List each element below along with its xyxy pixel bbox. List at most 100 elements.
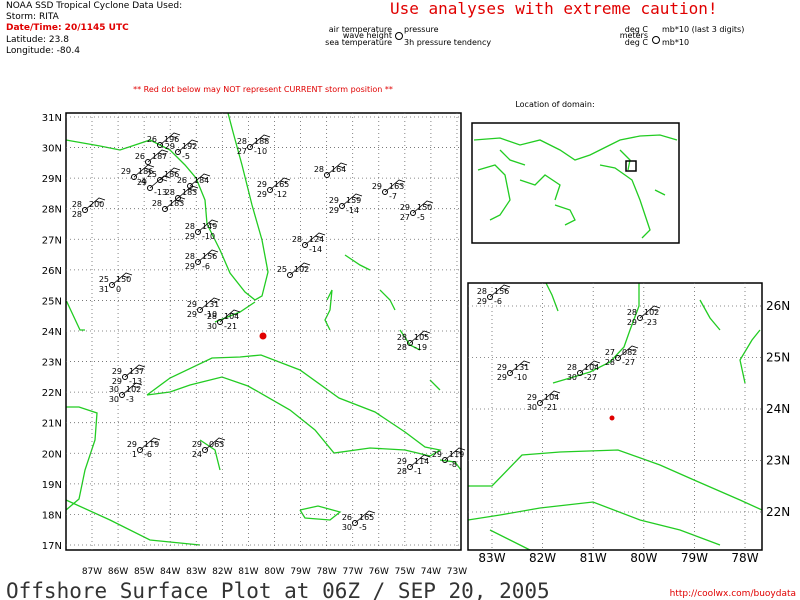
station-circle [157, 142, 163, 148]
wind-barb [409, 330, 431, 344]
warning: ** Red dot below may NOT represent CURRE… [133, 85, 393, 94]
station-air: 28 [477, 287, 487, 296]
station-circle [197, 307, 203, 313]
station: 28 200 28 [72, 197, 106, 219]
station-air: 29 [527, 393, 537, 402]
legend-air: air temperature [329, 25, 392, 34]
station-air: 28 [292, 235, 302, 244]
station-circle [175, 149, 181, 155]
station-air: 29 [400, 203, 410, 212]
main-frame [65, 112, 462, 551]
station: 28 156 29 -6 [477, 284, 511, 306]
station-tendency: -6 [202, 262, 210, 271]
station: 25 102 [277, 262, 311, 278]
lat-label: 26N [766, 299, 790, 313]
station-pressure: 119 [144, 440, 159, 449]
station-circle [577, 370, 583, 376]
station-air: 28 [185, 222, 195, 231]
station-pressure: 186 [164, 170, 179, 179]
station-pressure: 131 [514, 363, 529, 372]
lon-label: 83W [478, 551, 505, 565]
lon-label: 74W [421, 567, 441, 577]
station-tendency: -6 [494, 297, 502, 306]
station-pressure: 156 [202, 252, 217, 261]
station-sea: 28 [397, 467, 407, 476]
lon-label: 75W [395, 567, 415, 577]
station-sea: 29 [187, 310, 197, 319]
coastline [467, 282, 763, 551]
station-air: 28 [152, 199, 162, 208]
station-circle [195, 259, 201, 265]
station-circle [442, 457, 448, 463]
station-pressure: 102 [126, 385, 141, 394]
station-circle [119, 392, 125, 398]
station-circle [122, 374, 128, 380]
station-circle [162, 206, 168, 212]
station-air: 26 [342, 513, 352, 522]
lat-label: 20N [42, 449, 62, 460]
station: 28 102 29 -23 [627, 305, 661, 327]
station-sea: 30 [109, 395, 119, 404]
station-sea: 1 [132, 450, 137, 459]
station: 26 187 [135, 149, 169, 165]
station-circle [507, 370, 513, 376]
station-sea: 30 [527, 403, 537, 412]
lon-label: 87W [82, 567, 102, 577]
station: 28 104 30 -27 [567, 360, 601, 382]
legend-meters: meters [620, 31, 648, 40]
station-circle [339, 203, 345, 209]
station-tendency: -6 [144, 450, 152, 459]
station-air: 29 [397, 457, 407, 466]
latitude: Latitude: 23.8 [6, 35, 69, 45]
lat-label: 26N [42, 266, 62, 277]
station-air: 28 [627, 308, 637, 317]
legend-pressure: pressure [404, 25, 439, 34]
wind-barb [133, 164, 155, 178]
footer-url: http://coolwx.com/buoydata [670, 589, 796, 599]
station-pressure: 137 [129, 367, 144, 376]
wind-barb [197, 249, 219, 263]
inset-frame [467, 282, 763, 551]
legend-degc: deg C [625, 25, 649, 34]
station: 28 104 30 -21 [207, 309, 241, 331]
wind-barb [177, 139, 199, 153]
station-tendency: -3 [126, 395, 134, 404]
caution: Use analyses with extreme caution! [390, 0, 718, 18]
station-pressure: 183 [169, 199, 184, 208]
legend-tendency: 3h pressure tendency [404, 38, 491, 47]
wind-barb [249, 134, 271, 148]
wind-barb [304, 232, 326, 246]
station-pressure: 187 [152, 152, 167, 161]
station-tendency: -13 [154, 188, 167, 197]
legend-mb: mb*10 (last 3 digits) [662, 25, 744, 34]
station: 29 165 29 -12 [257, 177, 291, 199]
station-circle [217, 319, 223, 325]
station-circle [637, 315, 643, 321]
wind-barb [289, 262, 311, 276]
wind-barb [199, 297, 221, 311]
domain-label: Location of domain: [515, 100, 594, 109]
station-circle [147, 185, 153, 191]
wind-barb [124, 364, 146, 378]
station-circle [352, 520, 358, 526]
lon-label: 73W [447, 567, 467, 577]
station-tendency: -8 [449, 460, 457, 469]
station-air: 28 [165, 188, 175, 197]
station-circle [109, 282, 115, 288]
station-tendency: -7 [389, 192, 397, 201]
station: 29 131 29 -10 [497, 360, 531, 382]
wind-barb [509, 360, 531, 374]
station: 29 163-7 [372, 179, 406, 201]
wind-barb [269, 177, 291, 191]
station-air: 28 [72, 200, 82, 209]
lon-label: 83W [186, 567, 206, 577]
station-circle [145, 159, 151, 165]
station-pressure: 163 [389, 182, 404, 191]
station: 29 137 29 -13 [112, 364, 146, 386]
station-air: 28 [237, 137, 247, 146]
station: 26 165 30 -5 [342, 510, 376, 532]
lon-label: 86W [108, 567, 128, 577]
station: 30 102 30 -3 [109, 382, 143, 404]
station-circle [537, 400, 543, 406]
station: 26 196 [147, 132, 181, 148]
